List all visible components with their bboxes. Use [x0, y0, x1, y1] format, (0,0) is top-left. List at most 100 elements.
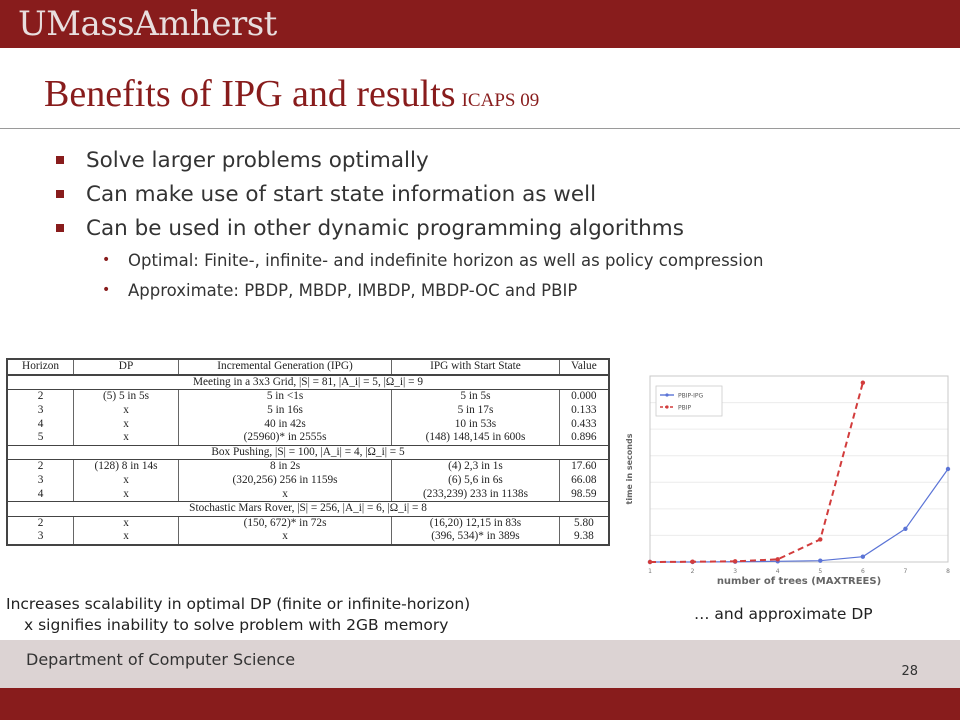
data-point	[945, 466, 951, 472]
timing-chart: 1 2 3 4 5 6 7 8 number of trees (MAXTREES) time i…	[620, 366, 958, 592]
data-point	[860, 554, 866, 559]
table-section-row: Stochastic Mars Rover, |S| = 256, |A_i| …	[6, 500, 610, 517]
table-cell: x	[73, 473, 179, 488]
square-bullet-icon	[56, 190, 64, 198]
table-cell: 4	[6, 487, 75, 502]
y-axis-label: time in seconds	[625, 433, 634, 504]
table-row: 3 x (320,256) 256 in 1159s (6) 5,6 in 6s 66.…	[6, 473, 610, 488]
square-bullet-icon	[56, 224, 64, 232]
table-header-cell: IPG with Start State	[391, 359, 560, 376]
table-cell: 3	[6, 473, 75, 488]
series-line	[650, 468, 949, 563]
sub-bullet-item: • Optimal: Finite-, infinite- and indefin…	[56, 250, 936, 271]
series-line	[649, 382, 864, 563]
footer-bar: Department of Computer Science 28	[0, 640, 960, 688]
header-bar: UMassAmherst	[0, 0, 960, 48]
table-cell: 5 in 17s	[391, 403, 560, 418]
x-tick-label: 6	[861, 568, 865, 575]
table-cell: (16,20) 12,15 in 83s	[391, 516, 560, 531]
table-cell: (128) 8 in 14s	[73, 459, 179, 474]
table-cell: x	[73, 530, 179, 545]
x-tick-label: 2	[691, 568, 695, 575]
table-cell: (4) 2,3 in 1s	[391, 459, 560, 474]
bullet-item: Solve larger problems optimally	[56, 148, 936, 173]
table-cell: 4	[6, 417, 75, 431]
legend-marker	[665, 393, 669, 397]
square-bullet-icon	[56, 156, 64, 164]
data-point	[860, 380, 866, 385]
bullet-text: Solve larger problems optimally	[86, 148, 429, 173]
table-cell: 5 in <1s	[177, 389, 393, 404]
sub-bullet-item: • Approximate: PBDP, MBDP, IMBDP, MBDP-OC…	[56, 280, 936, 301]
table-row: 2 (5) 5 in 5s 5 in <1s 5 in 5s 0.000	[6, 389, 610, 404]
table-cell: (6) 5,6 in 6s	[391, 473, 560, 488]
results-table: Horizon DP Incremental Generation (IPG) …	[6, 358, 610, 546]
table-header-cell: Incremental Generation (IPG)	[177, 359, 393, 376]
page-number: 28	[901, 664, 918, 679]
table-cell: (148) 148,145 in 600s	[391, 430, 560, 446]
table-section-row: Meeting in a 3x3 Grid, |S| = 81, |A_i| =…	[6, 374, 610, 391]
table-cell: 5	[6, 430, 75, 446]
table-cell: (150, 672)* in 72s	[177, 516, 393, 531]
table-cell: x	[73, 487, 179, 502]
legend-label: PBIP-IPG	[678, 393, 704, 400]
table-cell: 98.59	[558, 487, 610, 502]
table-cell: 0.896	[558, 430, 610, 446]
chart-caption: … and approximate DP	[694, 605, 873, 623]
bullet-item: Can make use of start state information …	[56, 182, 936, 207]
table-cell: 5 in 5s	[391, 389, 560, 404]
table-cell: 40 in 42s	[177, 417, 393, 431]
table-section-title: Meeting in a 3x3 Grid, |S| = 81, |A_i| =…	[6, 374, 610, 391]
x-tick-label: 8	[946, 568, 950, 575]
x-axis-label: number of trees (MAXTREES)	[717, 576, 881, 587]
legend-label: PBIP	[678, 405, 692, 412]
slide-title: Benefits of IPG and results ICAPS 09	[44, 72, 539, 116]
data-point	[690, 559, 695, 564]
data-point	[775, 557, 780, 562]
table-section-title: Box Pushing, |S| = 100, |A_i| = 4, |Ω_i|…	[6, 444, 610, 461]
table-header-cell: Value	[558, 359, 610, 376]
table-cell: x	[177, 530, 393, 545]
table-cell: 0.000	[558, 389, 610, 404]
table-cell: (25960)* in 2555s	[177, 430, 393, 446]
table-cell: 17.60	[558, 459, 610, 474]
table-cell: 9.38	[558, 530, 610, 545]
table-header-row: Horizon DP Incremental Generation (IPG) …	[6, 359, 610, 376]
data-point	[818, 558, 823, 563]
table-section-row: Box Pushing, |S| = 100, |A_i| = 4, |Ω_i|…	[6, 444, 610, 461]
table-cell: 3	[6, 530, 75, 545]
x-tick-label: 1	[648, 568, 652, 575]
title-divider	[0, 128, 960, 129]
legend-marker	[665, 405, 669, 409]
table-cell: (320,256) 256 in 1159s	[177, 473, 393, 488]
data-point	[647, 559, 653, 565]
umass-logo: UMassAmherst	[18, 4, 277, 44]
table-cell: 66.08	[558, 473, 610, 488]
data-point	[903, 526, 908, 531]
data-point	[732, 559, 738, 564]
slide-title-text: Benefits of IPG and results	[44, 73, 456, 115]
table-cell: 5 in 16s	[177, 403, 393, 418]
x-tick-label: 5	[818, 568, 822, 575]
dot-bullet-icon: •	[102, 252, 111, 268]
table-section-title: Stochastic Mars Rover, |S| = 256, |A_i| …	[6, 500, 610, 517]
table-header-cell: DP	[73, 359, 179, 376]
table-cell: 10 in 53s	[391, 417, 560, 431]
table-row: 3 x x (396, 534)* in 389s 9.38	[6, 530, 610, 545]
table-cell: x	[73, 516, 179, 531]
table-cell: 0.433	[558, 417, 610, 431]
table-cell: 0.133	[558, 403, 610, 418]
table-cell: 2	[6, 516, 75, 531]
table-row: 2 (128) 8 in 14s 8 in 2s (4) 2,3 in 1s 17.60	[6, 459, 610, 474]
bullet-text: Can be used in other dynamic programming…	[86, 216, 684, 241]
table-row: 4 x x (233,239) 233 in 1138s 98.59	[6, 487, 610, 502]
slide-subtitle: ICAPS 09	[461, 90, 540, 111]
table-caption-line-2: x signifies inability to solve problem w…	[24, 616, 449, 634]
table-cell: x	[73, 403, 179, 418]
table-row: 4 x 40 in 42s 10 in 53s 0.433	[6, 417, 610, 431]
table-caption-line-1: Increases scalability in optimal DP (fin…	[6, 595, 471, 613]
table-cell: 3	[6, 403, 75, 418]
table-header-cell: Horizon	[6, 359, 75, 376]
x-tick-label: 4	[776, 568, 780, 575]
